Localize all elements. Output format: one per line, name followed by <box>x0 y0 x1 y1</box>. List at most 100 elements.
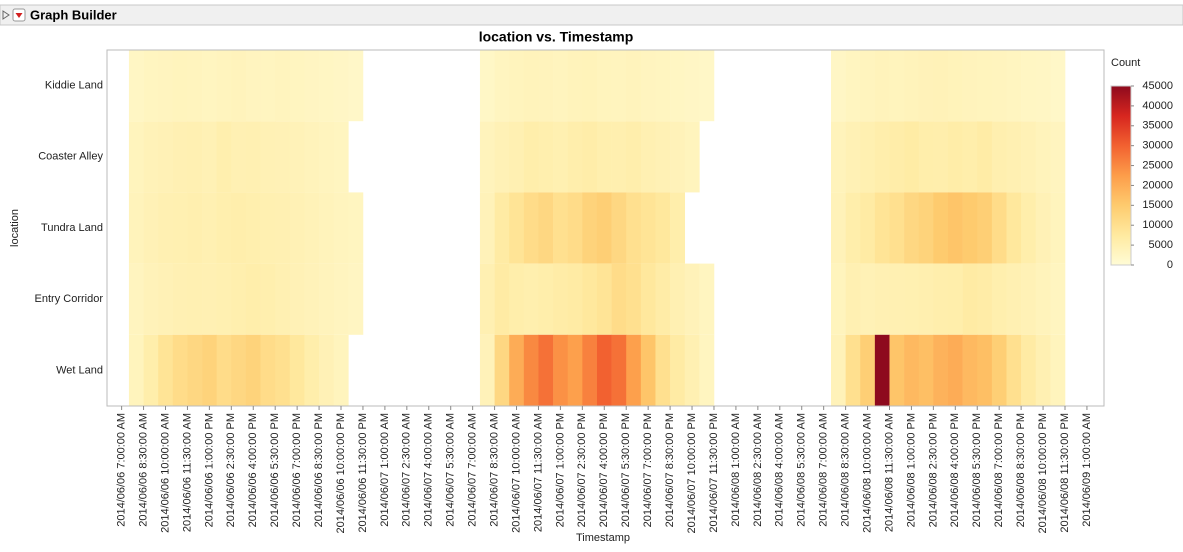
heat-cell <box>830 334 846 406</box>
heat-cell <box>611 334 627 406</box>
heat-cell <box>202 121 217 193</box>
heat-cell <box>977 50 993 122</box>
heat-cell <box>991 121 1007 193</box>
heat-cell <box>655 50 671 122</box>
heat-cell <box>479 121 495 193</box>
heat-cell <box>933 263 949 335</box>
menu-icon <box>15 13 23 18</box>
heat-cell <box>1021 192 1037 264</box>
heat-cell <box>596 263 612 335</box>
heat-cell <box>216 121 232 193</box>
heat-cell <box>626 192 642 264</box>
heat-cell <box>640 263 656 335</box>
heat-cell <box>509 263 525 335</box>
heat-cell <box>655 263 671 335</box>
heat-cell <box>143 50 159 122</box>
heat-cell <box>333 121 349 193</box>
x-tick-label: 2014/06/06 5:30:00 PM <box>269 413 281 527</box>
heat-cell <box>1035 50 1051 122</box>
heat-cell <box>567 334 583 406</box>
x-tick-label: 2014/06/07 10:00:00 PM <box>686 413 698 533</box>
heat-cell <box>187 263 203 335</box>
heat-cell <box>1050 50 1066 122</box>
heat-cell <box>128 263 144 335</box>
heat-cell <box>523 121 539 193</box>
x-tick-label: 2014/06/07 8:30:00 PM <box>664 413 676 527</box>
heat-cell <box>216 263 232 335</box>
heat-cell <box>1050 192 1066 264</box>
heat-cell <box>509 192 525 264</box>
heat-cell <box>567 50 583 122</box>
heat-cell <box>143 334 159 406</box>
x-tick-label: 2014/06/08 11:30:00 AM <box>883 413 895 532</box>
heat-cell <box>143 192 159 264</box>
x-tick-label: 2014/06/08 10:00:00 AM <box>861 413 873 533</box>
heat-cell <box>947 121 963 193</box>
heat-cell <box>333 263 349 335</box>
x-tick-label: 2014/06/08 8:30:00 PM <box>1015 413 1027 527</box>
heat-cell <box>874 263 890 335</box>
x-tick-label: 2014/06/07 5:30:00 PM <box>620 413 632 527</box>
x-tick-label: 2014/06/08 7:00:00 PM <box>993 413 1005 527</box>
x-tick-label: 2014/06/07 2:30:00 AM <box>401 413 413 527</box>
heat-cell <box>319 50 335 122</box>
heat-cell <box>670 263 686 335</box>
heat-cell <box>626 50 642 122</box>
heat-cell <box>158 263 174 335</box>
heat-cell <box>304 121 320 193</box>
x-tick-label: 2014/06/08 7:00:00 AM <box>818 413 830 527</box>
header-title: Graph Builder <box>30 7 117 22</box>
heat-cell <box>275 263 291 335</box>
heat-cell <box>889 121 905 193</box>
heat-cell <box>596 334 612 406</box>
heat-cell <box>611 121 627 193</box>
heat-cell <box>202 334 217 406</box>
heat-cell <box>962 121 978 193</box>
heat-cell <box>684 263 700 335</box>
heat-cell <box>874 334 890 406</box>
x-tick-label: 2014/06/07 10:00:00 AM <box>510 413 522 533</box>
heat-cell <box>904 50 920 122</box>
colorbar-label: 5000 <box>1149 239 1173 251</box>
heat-cell <box>874 192 890 264</box>
heat-cell <box>245 334 261 406</box>
heat-cell <box>860 334 876 406</box>
heat-cell <box>845 263 861 335</box>
heat-cell <box>977 263 993 335</box>
heat-cell <box>553 334 569 406</box>
heat-cell <box>538 192 554 264</box>
heat-cell <box>699 263 715 335</box>
heat-cell <box>260 50 276 122</box>
heat-cell <box>158 334 174 406</box>
x-tick-label: 2014/06/06 7:00:00 AM <box>116 413 128 527</box>
y-tick-label: Coaster Alley <box>38 151 103 163</box>
heat-cell <box>582 192 598 264</box>
heat-cell <box>991 334 1007 406</box>
heat-cell <box>523 50 539 122</box>
heat-cell <box>1035 263 1051 335</box>
heat-cell <box>319 192 335 264</box>
heat-cell <box>684 121 700 193</box>
heat-cell <box>275 50 291 122</box>
y-tick-label: Kiddie Land <box>45 80 103 92</box>
heat-cell <box>904 263 920 335</box>
x-tick-label: 2014/06/06 2:30:00 PM <box>225 413 237 527</box>
x-tick-label: 2014/06/08 1:00:00 AM <box>730 413 742 527</box>
heat-cell <box>245 121 261 193</box>
heat-cell <box>479 50 495 122</box>
heat-cell <box>553 263 569 335</box>
heat-cell <box>202 263 217 335</box>
x-tick-label: 2014/06/08 2:30:00 PM <box>927 413 939 527</box>
heat-cell <box>962 192 978 264</box>
heat-cell <box>918 50 934 122</box>
collapse-toggle[interactable] <box>2 10 10 20</box>
x-tick-label: 2014/06/07 8:30:00 AM <box>488 413 500 527</box>
heat-cell <box>348 263 364 335</box>
heat-cell <box>128 121 144 193</box>
heat-cell <box>245 263 261 335</box>
heat-cell <box>202 192 217 264</box>
heat-cell <box>553 50 569 122</box>
heat-cell <box>962 50 978 122</box>
y-tick-label: Entry Corridor <box>35 293 104 305</box>
heat-cell <box>128 192 144 264</box>
